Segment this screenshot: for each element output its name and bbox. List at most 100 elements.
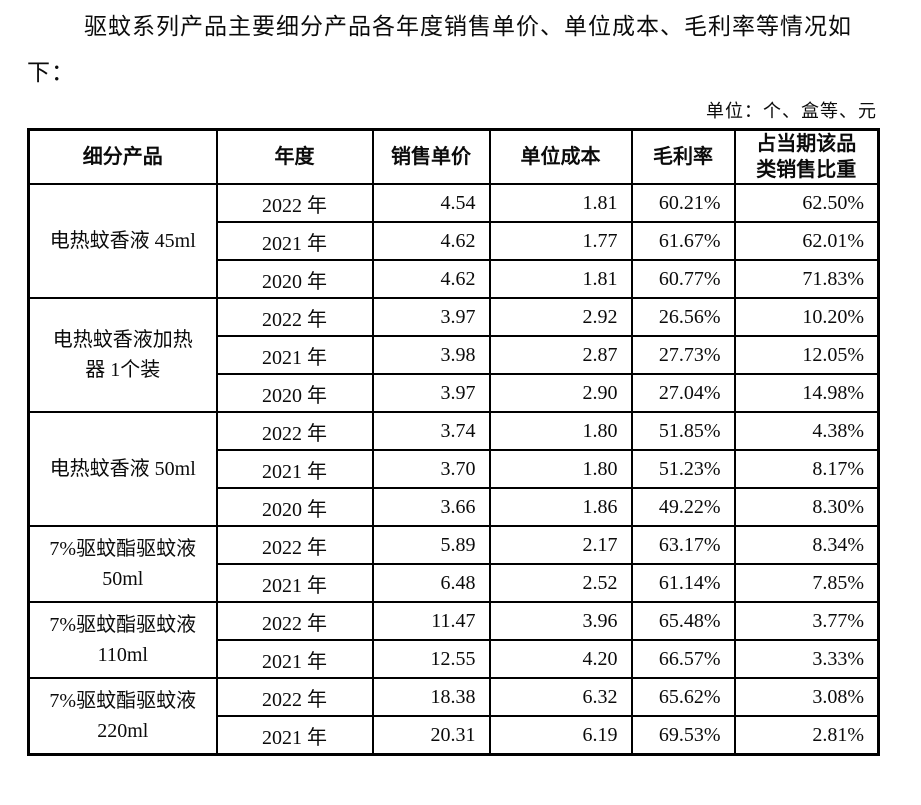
table-row: 7%驱蚊酯驱蚊液 110ml 2022 年 11.47 3.96 65.48% … xyxy=(27,601,880,679)
price-cell: 4.62 xyxy=(371,259,491,299)
share-cell: 62.01% xyxy=(733,221,880,261)
cost-cell: 2.17 xyxy=(488,525,633,565)
cost-cell: 1.86 xyxy=(488,487,633,527)
table-row: 2020 年 3.66 1.86 49.22% 8.30% xyxy=(29,487,880,527)
share-cell: 2.81% xyxy=(733,715,880,756)
header-cell-cost: 单位成本 xyxy=(488,128,633,185)
year-cell: 2022 年 xyxy=(215,601,374,641)
margin-cell: 49.22% xyxy=(630,487,736,527)
cost-cell: 2.52 xyxy=(488,563,633,603)
year-cell: 2021 年 xyxy=(215,715,374,756)
year-cell: 2022 年 xyxy=(215,525,374,565)
price-cell: 6.48 xyxy=(371,563,491,603)
year-cell: 2022 年 xyxy=(215,183,374,223)
table-row: 电热蚊香液 45ml 2022 年 4.54 1.81 60.21% 62.50… xyxy=(27,183,880,299)
product-cell: 电热蚊香液加热 器 1个装 xyxy=(27,297,218,413)
product-cell: 7%驱蚊酯驱蚊液 110ml xyxy=(27,601,218,679)
header-cell-price: 销售单价 xyxy=(371,128,491,185)
table-row: 7%驱蚊酯驱蚊液 220ml 2022 年 18.38 6.32 65.62% … xyxy=(27,677,880,756)
header-cell-margin: 毛利率 xyxy=(630,128,736,185)
year-cell: 2021 年 xyxy=(215,563,374,603)
table-row: 2021 年 4.62 1.77 61.67% 62.01% xyxy=(29,221,880,261)
cost-cell: 2.87 xyxy=(488,335,633,375)
year-cell: 2020 年 xyxy=(215,487,374,527)
year-cell: 2021 年 xyxy=(215,221,374,261)
table-row: 7%驱蚊酯驱蚊液 50ml 2022 年 5.89 2.17 63.17% 8.… xyxy=(27,525,880,603)
year-cell: 2021 年 xyxy=(215,449,374,489)
header-cell-share: 占当期该品 类销售比重 xyxy=(733,128,880,185)
header-cell-product: 细分产品 xyxy=(27,128,218,185)
price-cell: 3.70 xyxy=(371,449,491,489)
share-cell: 3.77% xyxy=(733,601,880,641)
share-cell: 12.05% xyxy=(733,335,880,375)
share-cell: 8.34% xyxy=(733,525,880,565)
product-cell: 7%驱蚊酯驱蚊液 50ml xyxy=(27,525,218,603)
cost-cell: 6.32 xyxy=(488,677,633,717)
margin-cell: 65.62% xyxy=(630,677,736,717)
margin-cell: 63.17% xyxy=(630,525,736,565)
year-cell: 2022 年 xyxy=(215,677,374,717)
cost-cell: 2.90 xyxy=(488,373,633,413)
margin-cell: 69.53% xyxy=(630,715,736,756)
product-price-table: 细分产品 年度 销售单价 单位成本 毛利率 占当期该品 类销售比重 电热蚊香液 … xyxy=(27,128,880,756)
margin-cell: 61.14% xyxy=(630,563,736,603)
share-cell: 62.50% xyxy=(733,183,880,223)
price-cell: 4.62 xyxy=(371,221,491,261)
share-cell: 4.38% xyxy=(733,411,880,451)
year-cell: 2020 年 xyxy=(215,373,374,413)
cost-cell: 1.80 xyxy=(488,411,633,451)
share-cell: 8.17% xyxy=(733,449,880,489)
margin-cell: 27.04% xyxy=(630,373,736,413)
table-header-row: 细分产品 年度 销售单价 单位成本 毛利率 占当期该品 类销售比重 xyxy=(27,128,880,185)
price-cell: 5.89 xyxy=(371,525,491,565)
cost-cell: 4.20 xyxy=(488,639,633,679)
margin-cell: 66.57% xyxy=(630,639,736,679)
margin-cell: 65.48% xyxy=(630,601,736,641)
price-cell: 3.97 xyxy=(371,297,491,337)
share-cell: 10.20% xyxy=(733,297,880,337)
product-cell: 电热蚊香液 50ml xyxy=(27,411,218,527)
table-row: 2020 年 3.97 2.90 27.04% 14.98% xyxy=(29,373,880,413)
product-cell: 电热蚊香液 45ml xyxy=(27,183,218,299)
share-cell: 7.85% xyxy=(733,563,880,603)
intro-paragraph: 驱蚊系列产品主要细分产品各年度销售单价、单位成本、毛利率等情况如 下： xyxy=(27,14,852,85)
table-row: 2021 年 3.70 1.80 51.23% 8.17% xyxy=(29,449,880,489)
table-row: 2021 年 12.55 4.20 66.57% 3.33% xyxy=(29,639,880,679)
share-cell: 8.30% xyxy=(733,487,880,527)
table-row: 2021 年 20.31 6.19 69.53% 2.81% xyxy=(29,715,880,756)
share-cell: 14.98% xyxy=(733,373,880,413)
year-cell: 2021 年 xyxy=(215,335,374,375)
margin-cell: 27.73% xyxy=(630,335,736,375)
margin-cell: 60.77% xyxy=(630,259,736,299)
margin-cell: 26.56% xyxy=(630,297,736,337)
price-cell: 12.55 xyxy=(371,639,491,679)
year-cell: 2022 年 xyxy=(215,297,374,337)
price-cell: 18.38 xyxy=(371,677,491,717)
price-cell: 20.31 xyxy=(371,715,491,756)
price-cell: 3.97 xyxy=(371,373,491,413)
cost-cell: 1.77 xyxy=(488,221,633,261)
price-cell: 11.47 xyxy=(371,601,491,641)
year-cell: 2020 年 xyxy=(215,259,374,299)
header-cell-year: 年度 xyxy=(215,128,374,185)
year-cell: 2022 年 xyxy=(215,411,374,451)
margin-cell: 51.85% xyxy=(630,411,736,451)
price-cell: 4.54 xyxy=(371,183,491,223)
share-cell: 71.83% xyxy=(733,259,880,299)
share-cell: 3.08% xyxy=(733,677,880,717)
table-row: 2020 年 4.62 1.81 60.77% 71.83% xyxy=(29,259,880,299)
table-row: 电热蚊香液 50ml 2022 年 3.74 1.80 51.85% 4.38% xyxy=(27,411,880,527)
year-cell: 2021 年 xyxy=(215,639,374,679)
cost-cell: 1.80 xyxy=(488,449,633,489)
product-cell: 7%驱蚊酯驱蚊液 220ml xyxy=(27,677,218,756)
margin-cell: 51.23% xyxy=(630,449,736,489)
table-row: 电热蚊香液加热 器 1个装 2022 年 3.97 2.92 26.56% 10… xyxy=(27,297,880,413)
cost-cell: 2.92 xyxy=(488,297,633,337)
table-row: 2021 年 3.98 2.87 27.73% 12.05% xyxy=(29,335,880,375)
price-cell: 3.74 xyxy=(371,411,491,451)
unit-note: 单位：个、盒等、元 xyxy=(706,101,877,121)
margin-cell: 60.21% xyxy=(630,183,736,223)
table-row: 2021 年 6.48 2.52 61.14% 7.85% xyxy=(29,563,880,603)
price-cell: 3.66 xyxy=(371,487,491,527)
cost-cell: 6.19 xyxy=(488,715,633,756)
